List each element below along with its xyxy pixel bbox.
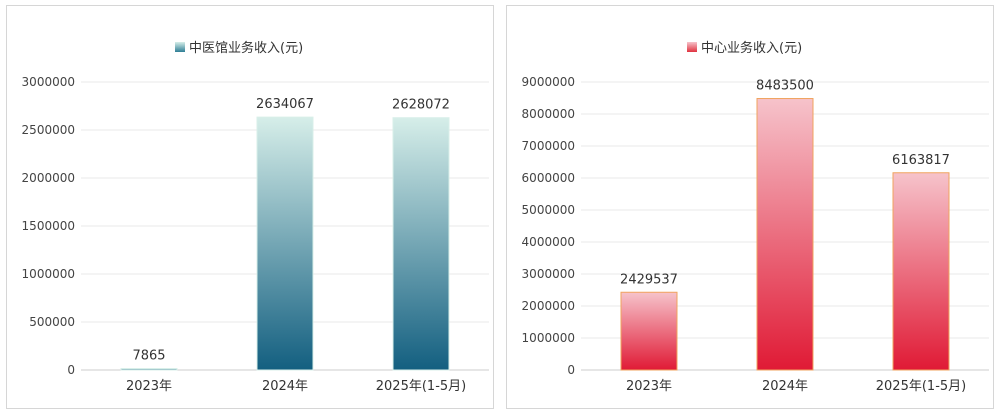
x-tick-label: 2024年 xyxy=(762,379,808,394)
x-tick-label: 2023年 xyxy=(126,379,172,394)
y-tick-label: 8000000 xyxy=(522,107,575,121)
data-label: 7865 xyxy=(132,349,165,364)
data-label: 8483500 xyxy=(756,79,814,94)
y-tick-label: 3000000 xyxy=(22,75,75,89)
y-tick-label: 1000000 xyxy=(22,267,75,281)
y-tick-label: 9000000 xyxy=(522,75,575,89)
x-tick-label: 2024年 xyxy=(262,379,308,394)
y-tick-label: 5000000 xyxy=(522,203,575,217)
legend: 中心业务收入(元) xyxy=(687,40,802,56)
legend-label: 中医馆业务收入(元) xyxy=(189,40,303,56)
bar-2 xyxy=(892,172,950,371)
bar-0 xyxy=(620,291,678,371)
x-tick-label: 2025年(1-5月) xyxy=(876,379,966,394)
x-tick-label: 2025年(1-5月) xyxy=(376,379,466,394)
x-tick-label: 2023年 xyxy=(626,379,672,394)
y-tick-label: 2000000 xyxy=(22,171,75,185)
y-tick-label: 500000 xyxy=(29,315,75,329)
bar-2 xyxy=(392,117,450,371)
y-tick-label: 0 xyxy=(567,363,575,377)
y-tick-label: 2500000 xyxy=(22,123,75,137)
y-tick-label: 7000000 xyxy=(522,139,575,153)
data-label: 6163817 xyxy=(892,153,950,168)
y-tick-label: 0 xyxy=(67,363,75,377)
y-tick-label: 3000000 xyxy=(522,267,575,281)
legend-label: 中心业务收入(元) xyxy=(701,40,802,56)
y-tick-label: 1000000 xyxy=(522,331,575,345)
y-tick-label: 4000000 xyxy=(522,235,575,249)
chart-zhongxin-income: 中心业务收入(元) 0 1000000 2000000 3000000 4000000 50… xyxy=(522,40,989,394)
chart-panel-zhongyiguan: 中医馆业务收入(元) 0 500000 1000000 1500000 2000000 25… xyxy=(6,5,494,409)
chart-panel-zhongxin: 中心业务收入(元) 0 1000000 2000000 3000000 4000000 50… xyxy=(506,5,994,409)
y-tick-label: 6000000 xyxy=(522,171,575,185)
legend: 中医馆业务收入(元) xyxy=(175,40,303,56)
legend-swatch xyxy=(687,42,697,52)
bar-0 xyxy=(120,368,178,371)
data-label: 2634067 xyxy=(256,97,314,112)
chart-zhongyiguan-income: 中医馆业务收入(元) 0 500000 1000000 1500000 2000000 25… xyxy=(22,40,489,394)
legend-swatch xyxy=(175,42,185,52)
data-label: 2628072 xyxy=(392,98,450,113)
y-tick-label: 2000000 xyxy=(522,299,575,313)
data-label: 2429537 xyxy=(620,272,678,287)
bar-1 xyxy=(256,116,314,371)
y-tick-label: 1500000 xyxy=(22,219,75,233)
bar-1 xyxy=(756,98,814,371)
